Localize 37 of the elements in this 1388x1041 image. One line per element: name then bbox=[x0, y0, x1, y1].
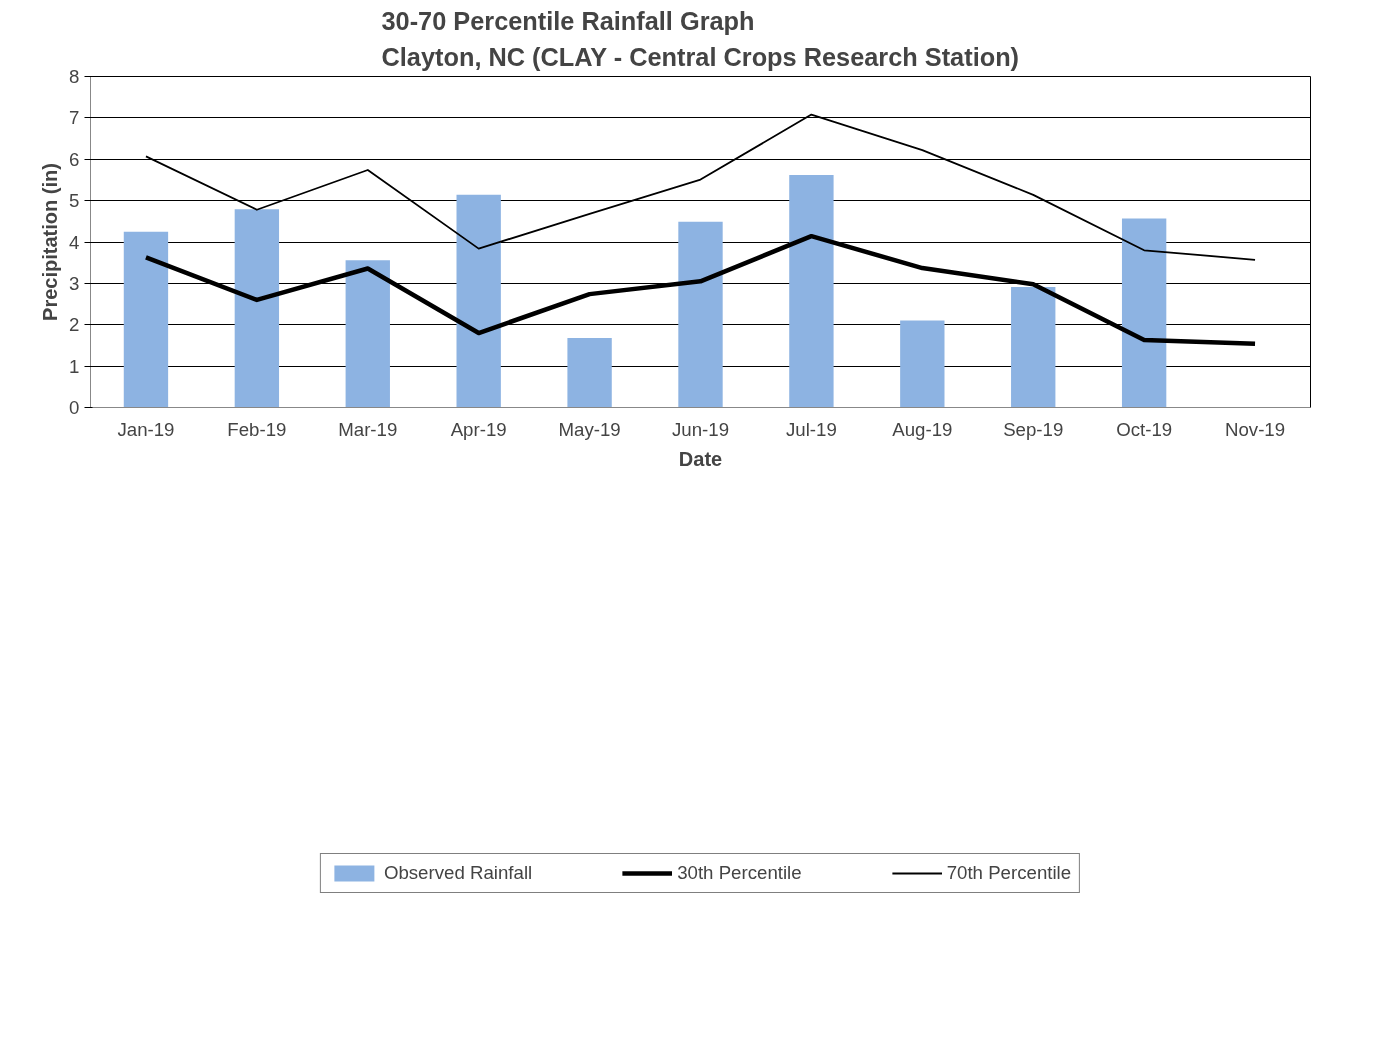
y-tick-label: 0 bbox=[69, 397, 80, 418]
legend-label: 70th Percentile bbox=[946, 862, 1072, 884]
legend-label: 30th Percentile bbox=[677, 862, 802, 884]
x-tick-label: Nov-19 bbox=[1224, 418, 1286, 440]
x-tick-label: Jul-19 bbox=[786, 418, 837, 440]
x-tick-label: Apr-19 bbox=[450, 418, 507, 440]
bar bbox=[900, 320, 945, 408]
y-tick-label: 1 bbox=[69, 355, 80, 377]
x-tick-label: Jun-19 bbox=[671, 418, 730, 440]
bar bbox=[123, 231, 169, 408]
y-tick-label: 6 bbox=[69, 148, 80, 170]
bar bbox=[234, 209, 280, 408]
x-tick-label: Aug-19 bbox=[892, 418, 953, 440]
bar bbox=[456, 194, 501, 408]
bar bbox=[567, 337, 612, 408]
y-tick-label: 8 bbox=[69, 66, 80, 87]
x-axis-title: Date bbox=[678, 447, 723, 470]
y-tick-label: 5 bbox=[69, 190, 80, 212]
y-tick-label: 2 bbox=[69, 314, 80, 336]
bar bbox=[1121, 218, 1167, 408]
x-tick-label: Jan-19 bbox=[117, 418, 175, 440]
line-series bbox=[143, 233, 1258, 347]
x-tick-label: Sep-19 bbox=[1003, 418, 1064, 440]
y-tick-label: 7 bbox=[69, 107, 80, 129]
bar bbox=[678, 221, 723, 408]
x-tick-label: Feb-19 bbox=[227, 418, 287, 440]
bar bbox=[345, 260, 390, 408]
y-tick-label: 3 bbox=[69, 272, 80, 294]
x-tick-label: Oct-19 bbox=[1116, 418, 1173, 440]
x-tick-label: Mar-19 bbox=[338, 418, 398, 440]
y-tick-label: 4 bbox=[69, 231, 80, 253]
bar bbox=[789, 174, 834, 408]
bar bbox=[1011, 287, 1056, 408]
chart-title: 30-70 Percentile Rainfall Graph Clayton, NC (CLAY - Central Crops Research Station) bbox=[381, 7, 1020, 72]
x-tick-label: May-19 bbox=[558, 418, 621, 440]
y-axis-title: Precipitation (in) bbox=[39, 163, 62, 321]
legend-label: Observed Rainfall bbox=[383, 862, 533, 884]
